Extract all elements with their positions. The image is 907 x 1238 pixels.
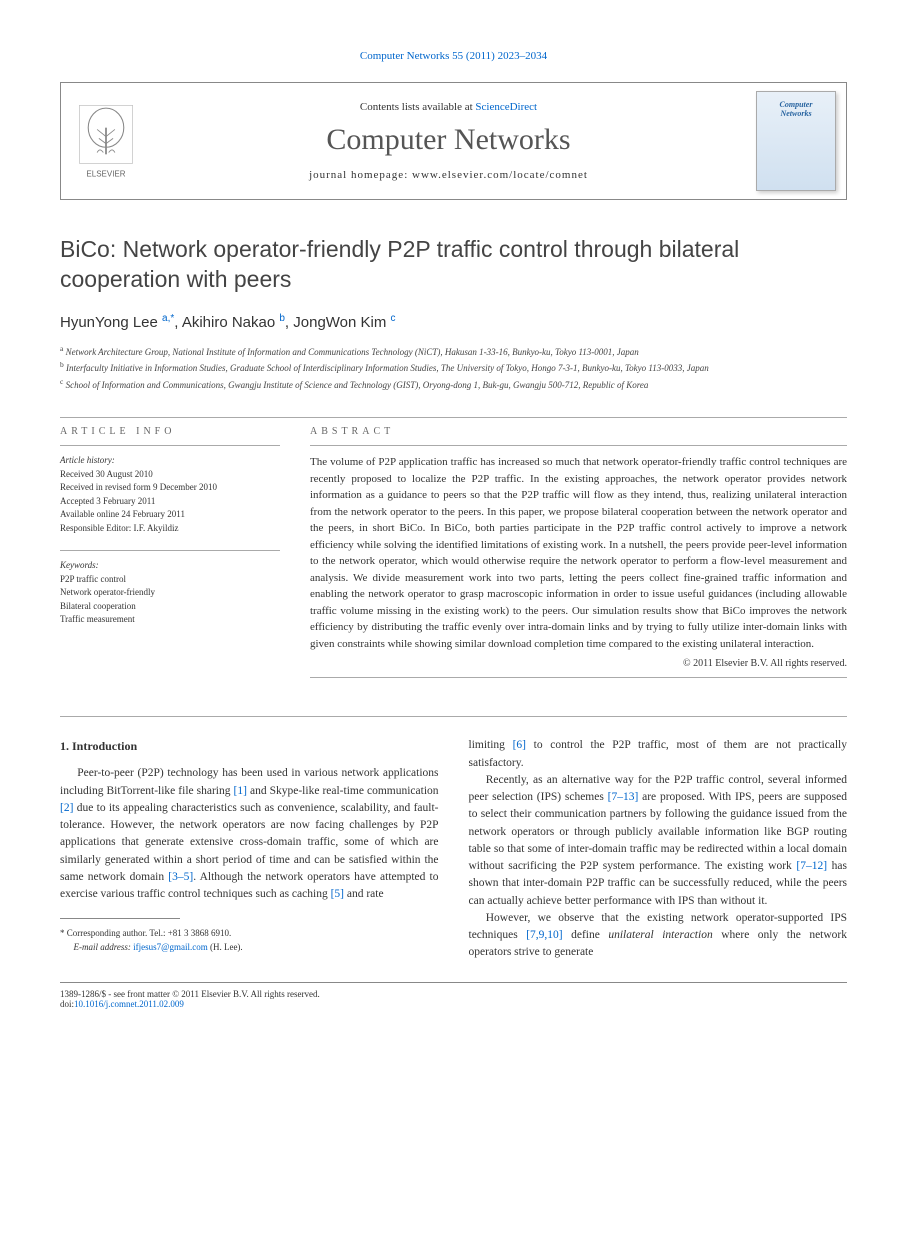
body-column-right: limiting [6] to control the P2P traffic,… — [469, 737, 848, 961]
citation-link[interactable]: [3–5] — [168, 871, 193, 883]
copyright-footer: 1389-1286/$ - see front matter © 2011 El… — [60, 989, 847, 1009]
keyword: Traffic measurement — [60, 613, 280, 627]
journal-header: Computer Networks 55 (2011) 2023–2034 — [60, 50, 847, 62]
history-line: Accepted 3 February 2011 — [60, 495, 280, 509]
footnote-divider — [60, 918, 180, 919]
history-line: Responsible Editor: I.F. Akyildiz — [60, 522, 280, 536]
citation-link[interactable]: [5] — [331, 888, 344, 900]
info-abstract-row: ARTICLE INFO Article history: Received 3… — [60, 426, 847, 686]
abstract-copyright: © 2011 Elsevier B.V. All rights reserved… — [310, 658, 847, 669]
divider — [60, 417, 847, 418]
body-column-left: 1. Introduction Peer-to-peer (P2P) techn… — [60, 737, 439, 961]
banner-center: Contents lists available at ScienceDirec… — [151, 83, 746, 199]
abstract-text: The volume of P2P application traffic ha… — [310, 454, 847, 652]
author: JongWon Kim c — [293, 314, 395, 331]
cover-thumbnail: Computer Networks — [756, 91, 836, 191]
section-heading: 1. Introduction — [60, 737, 439, 755]
history-line: Received 30 August 2010 — [60, 468, 280, 482]
email-link[interactable]: ifjesus7@gmail.com — [133, 942, 208, 952]
svg-text:ELSEVIER: ELSEVIER — [86, 170, 125, 179]
affiliation-ref[interactable]: a, — [162, 313, 170, 324]
corresponding-author: * Corresponding author. Tel.: +81 3 3868… — [60, 927, 439, 954]
article-title: BiCo: Network operator-friendly P2P traf… — [60, 235, 847, 295]
citation-link[interactable]: [2] — [60, 802, 73, 814]
affiliation: a Network Architecture Group, National I… — [60, 343, 847, 360]
body-paragraph: limiting [6] to control the P2P traffic,… — [469, 737, 848, 772]
citation-link[interactable]: [7,9,10] — [526, 929, 562, 941]
keyword: P2P traffic control — [60, 573, 280, 587]
journal-name: Computer Networks — [151, 123, 746, 157]
footer-divider — [60, 982, 847, 983]
article-info-column: ARTICLE INFO Article history: Received 3… — [60, 426, 280, 686]
article-info-heading: ARTICLE INFO — [60, 426, 280, 437]
history-line: Available online 24 February 2011 — [60, 508, 280, 522]
abstract-heading: ABSTRACT — [310, 426, 847, 437]
publisher-logo: ELSEVIER — [61, 83, 151, 199]
body-section: 1. Introduction Peer-to-peer (P2P) techn… — [60, 737, 847, 961]
history-line: Received in revised form 9 December 2010 — [60, 481, 280, 495]
cover-thumbnail-container: Computer Networks — [746, 83, 846, 199]
journal-banner: ELSEVIER Contents lists available at Sci… — [60, 82, 847, 200]
contents-availability: Contents lists available at ScienceDirec… — [151, 101, 746, 113]
doi-link[interactable]: 10.1016/j.comnet.2011.02.009 — [74, 999, 184, 1009]
body-columns: 1. Introduction Peer-to-peer (P2P) techn… — [60, 737, 847, 961]
affiliation: c School of Information and Communicatio… — [60, 376, 847, 393]
citation-link[interactable]: [6] — [513, 739, 526, 751]
sciencedirect-link[interactable]: ScienceDirect — [475, 101, 537, 113]
affiliation: b Interfaculty Initiative in Information… — [60, 359, 847, 376]
body-paragraph: However, we observe that the existing ne… — [469, 910, 848, 962]
divider — [60, 716, 847, 717]
keywords-block: Keywords: P2P traffic controlNetwork ope… — [60, 559, 280, 627]
elsevier-tree-icon: ELSEVIER — [71, 101, 141, 181]
citation-link[interactable]: [1] — [234, 785, 247, 797]
authors-list: HyunYong Lee a,*, Akihiro Nakao b, JongW… — [60, 313, 847, 331]
author: HyunYong Lee a,* — [60, 314, 174, 331]
journal-homepage: journal homepage: www.elsevier.com/locat… — [151, 169, 746, 181]
affiliation-ref[interactable]: c — [391, 313, 396, 324]
affiliation-ref[interactable]: b — [279, 313, 285, 324]
keyword: Bilateral cooperation — [60, 600, 280, 614]
affiliations-list: a Network Architecture Group, National I… — [60, 343, 847, 393]
citation-link[interactable]: [7–13] — [608, 791, 639, 803]
abstract-column: ABSTRACT The volume of P2P application t… — [310, 426, 847, 686]
body-paragraph: Peer-to-peer (P2P) technology has been u… — [60, 765, 439, 903]
citation-link[interactable]: [7–12] — [796, 860, 827, 872]
article-history: Article history: Received 30 August 2010… — [60, 454, 280, 535]
author: Akihiro Nakao b — [182, 314, 285, 331]
body-paragraph: Recently, as an alternative way for the … — [469, 772, 848, 910]
keyword: Network operator-friendly — [60, 586, 280, 600]
